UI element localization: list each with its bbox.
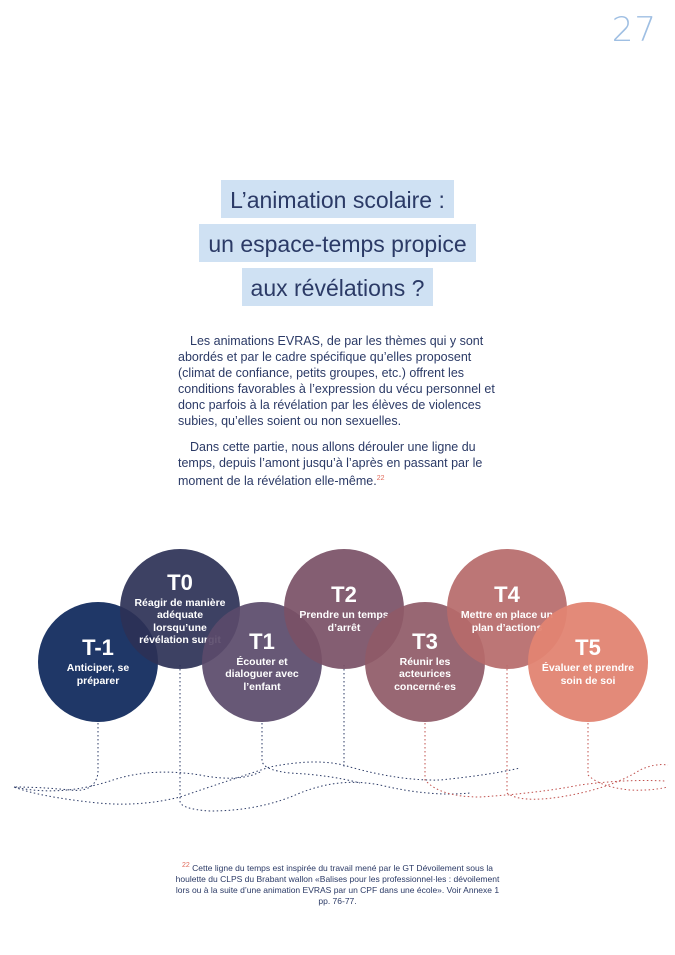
- intro-paragraph-2: Dans cette partie, nous allons dérouler …: [178, 439, 508, 489]
- step-label: Écouter et dialoguer avec l’enfant: [225, 655, 299, 693]
- thread-5: [13, 770, 263, 792]
- step-code: T-1: [82, 635, 114, 660]
- timeline-step-t0: T0 Réagir de manière adéquate lorsqu’une…: [120, 549, 240, 669]
- step-label: Réagir de manière adéquate lorsqu’une ré…: [134, 596, 226, 647]
- thread-6: [424, 723, 666, 798]
- step-label: Anticiper, se préparer: [66, 662, 130, 687]
- step-code: T3: [412, 628, 438, 654]
- footnote: 22 Cette ligne du temps est inspirée du …: [175, 860, 500, 907]
- thread-3: [261, 723, 361, 784]
- footnote-reference: 22: [376, 475, 385, 482]
- step-label: Réunir les acteurices concerné·es: [394, 655, 456, 693]
- step-code: T0: [167, 569, 193, 595]
- thread-7: [506, 665, 669, 800]
- intro-paragraph-2-text: Dans cette partie, nous allons dérouler …: [178, 440, 483, 489]
- intro-text: Les animations EVRAS, de par les thèmes …: [178, 333, 508, 499]
- step-code: T2: [331, 582, 357, 607]
- step-label: Mettre en place un plan d’actions: [460, 609, 554, 634]
- step-label: Prendre un temps d’arrêt: [299, 609, 389, 634]
- step-label: Évaluer et prendre soin de soi: [541, 662, 635, 687]
- title-line-1: L’animation scolaire :: [221, 180, 454, 218]
- intro-paragraph-1: Les animations EVRAS, de par les thèmes …: [178, 334, 495, 428]
- step-code: T4: [494, 582, 520, 607]
- title-line-2: un espace-temps propice: [199, 224, 476, 262]
- footnote-text: Cette ligne du temps est inspirée du tra…: [175, 862, 500, 906]
- section-title: L’animation scolaire : un espace-temps p…: [0, 180, 675, 312]
- timeline-threads: [13, 665, 669, 812]
- footnote-number: 22: [182, 862, 190, 869]
- thread-1: [13, 723, 521, 805]
- step-code: T5: [575, 635, 601, 660]
- timeline-step-t4: T4 Mettre en place un plan d’actions: [447, 549, 567, 669]
- title-line-3: aux révélations ?: [241, 268, 434, 306]
- page-number: 27: [611, 10, 657, 50]
- thread-8: [587, 723, 669, 791]
- timeline-step-t5: T5 Évaluer et prendre soin de soi: [528, 602, 648, 722]
- timeline: T-1 Anticiper, se préparer T0 Réagir de …: [0, 535, 675, 835]
- step-code: T1: [249, 628, 275, 654]
